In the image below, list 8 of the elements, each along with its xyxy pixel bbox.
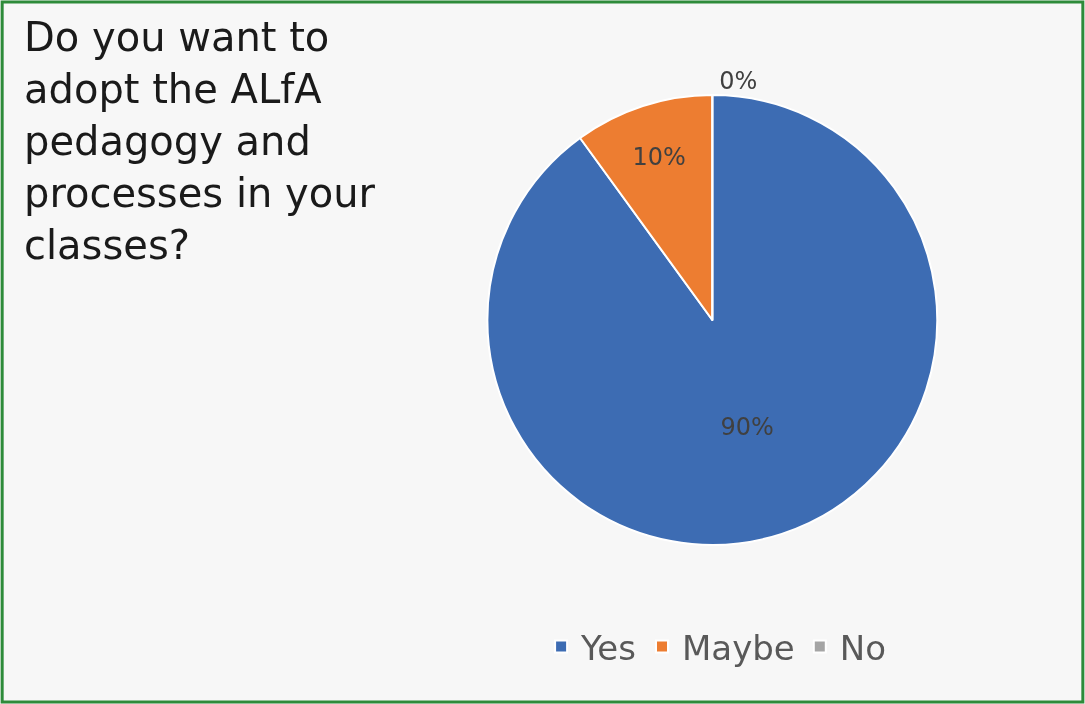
legend-label: No [839, 627, 887, 668]
text: 0% [719, 67, 758, 96]
text: Do you want to adopt the ALfA pedagogy and processes in your classes? [24, 14, 376, 268]
pie-slice [486, 94, 939, 546]
data-label: 90% [720, 412, 774, 441]
legend-label: Maybe [681, 627, 795, 668]
legend-label: Yes [580, 627, 636, 668]
data-label: 10% [632, 142, 686, 171]
